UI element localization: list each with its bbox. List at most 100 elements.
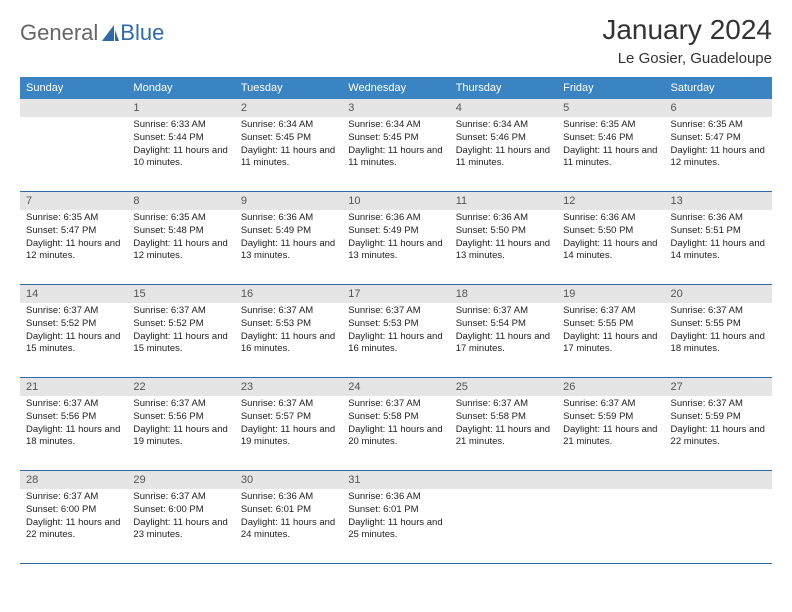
day-number: 14 xyxy=(20,285,127,303)
day-body: Sunrise: 6:37 AMSunset: 5:58 PMDaylight:… xyxy=(450,396,557,470)
day-number: 30 xyxy=(235,471,342,489)
calendar-cell: 11Sunrise: 6:36 AMSunset: 5:50 PMDayligh… xyxy=(450,192,557,285)
calendar-cell: 9 Sunrise: 6:36 AM Sunset: 5:49 PM Daylight… xyxy=(235,192,342,285)
day-body: Sunrise: 6:37 AMSunset: 5:54 PMDaylight:… xyxy=(450,303,557,377)
day-number: 16 xyxy=(235,285,342,303)
day-body: Sunrise: 6:37 AMSunset: 5:58 PMDaylight:… xyxy=(342,396,449,470)
daylight-line: Daylight: 11 hours and 17 minutes. xyxy=(456,331,550,355)
calendar-cell: 16Sunrise: 6:37 AMSunset: 5:53 PMDayligh… xyxy=(235,285,342,378)
sunset-line: Sunset: 5:44 PM xyxy=(133,132,203,143)
logo-sail-icon xyxy=(100,23,120,43)
day-body: Sunrise: 6:35 AMSunset: 5:48 PMDaylight:… xyxy=(127,210,234,284)
daylight-line: Daylight: 11 hours and 17 minutes. xyxy=(563,331,657,355)
sunrise-line: Sunrise: 6:35 AM xyxy=(26,212,98,223)
sunrise-line: Sunrise: 6:34 AM xyxy=(456,119,528,130)
weekday-header: Saturday xyxy=(665,77,772,99)
sunrise-line: Sunrise: 6:34 AM xyxy=(241,119,313,130)
day-number: 21 xyxy=(20,378,127,396)
day-body: Sunrise: 6:36 AMSunset: 5:51 PMDaylight:… xyxy=(665,210,772,284)
day-number: 26 xyxy=(557,378,664,396)
calendar-week-row: 28Sunrise: 6:37 AMSunset: 6:00 PMDayligh… xyxy=(20,471,772,564)
day-number xyxy=(665,471,772,489)
sunrise-line: Sunrise: 6:37 AM xyxy=(348,398,420,409)
sunset-line: Sunset: 5:54 PM xyxy=(456,318,526,329)
daylight-line: Daylight: 11 hours and 14 minutes. xyxy=(563,238,657,262)
daylight-line: Daylight: 11 hours and 22 minutes. xyxy=(671,424,765,448)
calendar-cell: 17Sunrise: 6:37 AMSunset: 5:53 PMDayligh… xyxy=(342,285,449,378)
sunset-line: Sunset: 5:49 PM xyxy=(241,225,311,236)
day-body: Sunrise: 6:36 AMSunset: 5:49 PMDaylight:… xyxy=(342,210,449,284)
day-number: 3 xyxy=(342,99,449,117)
daylight-line: Daylight: 11 hours and 20 minutes. xyxy=(348,424,442,448)
day-number: 9 xyxy=(235,192,342,210)
day-number: 12 xyxy=(557,192,664,210)
calendar-cell: 4Sunrise: 6:34 AMSunset: 5:46 PMDaylight… xyxy=(450,99,557,192)
day-body: Sunrise: 6:37 AMSunset: 5:56 PMDaylight:… xyxy=(127,396,234,470)
calendar-cell: 20Sunrise: 6:37 AMSunset: 5:55 PMDayligh… xyxy=(665,285,772,378)
day-body: Sunrise: 6:33 AMSunset: 5:44 PMDaylight:… xyxy=(127,117,234,191)
day-body: Sunrise: 6:36 AMSunset: 6:01 PMDaylight:… xyxy=(342,489,449,563)
calendar-cell: 23Sunrise: 6:37 AMSunset: 5:57 PMDayligh… xyxy=(235,378,342,471)
day-number xyxy=(450,471,557,489)
calendar-cell: 13Sunrise: 6:36 AMSunset: 5:51 PMDayligh… xyxy=(665,192,772,285)
sunrise-line: Sunrise: 6:33 AM xyxy=(133,119,205,130)
calendar-cell: 8Sunrise: 6:35 AMSunset: 5:48 PMDaylight… xyxy=(127,192,234,285)
sunrise-line: Sunrise: 6:36 AM xyxy=(241,212,313,223)
sunset-line: Sunset: 5:50 PM xyxy=(456,225,526,236)
day-number: 29 xyxy=(127,471,234,489)
day-number: 25 xyxy=(450,378,557,396)
day-number xyxy=(20,99,127,117)
weekday-header: Monday xyxy=(127,77,234,99)
day-number: 24 xyxy=(342,378,449,396)
sunset-line: Sunset: 5:55 PM xyxy=(563,318,633,329)
day-body: Sunrise: 6:37 AMSunset: 5:59 PMDaylight:… xyxy=(665,396,772,470)
day-body: Sunrise: 6:34 AMSunset: 5:46 PMDaylight:… xyxy=(450,117,557,191)
sunset-line: Sunset: 5:59 PM xyxy=(671,411,741,422)
day-number: 11 xyxy=(450,192,557,210)
weekday-header: Wednesday xyxy=(342,77,449,99)
daylight-line: Daylight: 11 hours and 15 minutes. xyxy=(26,331,120,355)
day-number: 19 xyxy=(557,285,664,303)
sunrise-line: Sunrise: 6:37 AM xyxy=(348,305,420,316)
calendar-cell-empty xyxy=(450,471,557,564)
weekday-header: Friday xyxy=(557,77,664,99)
sunset-line: Sunset: 5:47 PM xyxy=(26,225,96,236)
day-body: Sunrise: 6:37 AMSunset: 5:56 PMDaylight:… xyxy=(20,396,127,470)
day-body: Sunrise: 6:37 AMSunset: 5:59 PMDaylight:… xyxy=(557,396,664,470)
calendar-cell: 5Sunrise: 6:35 AMSunset: 5:46 PMDaylight… xyxy=(557,99,664,192)
calendar-cell: 30Sunrise: 6:36 AMSunset: 6:01 PMDayligh… xyxy=(235,471,342,564)
sunset-line: Sunset: 5:52 PM xyxy=(26,318,96,329)
daylight-line: Daylight: 11 hours and 15 minutes. xyxy=(133,331,227,355)
day-number: 22 xyxy=(127,378,234,396)
page-header: General Blue January 2024 Le Gosier, Gua… xyxy=(20,14,772,67)
day-body: Sunrise: 6:36 AMSunset: 5:50 PMDaylight:… xyxy=(557,210,664,284)
calendar-cell: 22Sunrise: 6:37 AMSunset: 5:56 PMDayligh… xyxy=(127,378,234,471)
day-body: Sunrise: 6:37 AMSunset: 5:52 PMDaylight:… xyxy=(127,303,234,377)
sunrise-line: Sunrise: 6:37 AM xyxy=(133,305,205,316)
calendar-cell: 10Sunrise: 6:36 AMSunset: 5:49 PMDayligh… xyxy=(342,192,449,285)
sunset-line: Sunset: 5:56 PM xyxy=(26,411,96,422)
sunrise-line: Sunrise: 6:37 AM xyxy=(241,305,313,316)
calendar-cell: 1Sunrise: 6:33 AMSunset: 5:44 PMDaylight… xyxy=(127,99,234,192)
calendar-cell: 7Sunrise: 6:35 AMSunset: 5:47 PMDaylight… xyxy=(20,192,127,285)
day-body-empty xyxy=(450,489,557,563)
day-number: 5 xyxy=(557,99,664,117)
daylight-line: Daylight: 11 hours and 11 minutes. xyxy=(563,145,657,169)
daylight-line: Daylight: 11 hours and 12 minutes. xyxy=(26,238,120,262)
calendar-cell-empty xyxy=(665,471,772,564)
daylight-line: Daylight: 11 hours and 25 minutes. xyxy=(348,517,442,541)
daylight-line: Daylight: 11 hours and 13 minutes. xyxy=(348,238,442,262)
day-body: Sunrise: 6:35 AMSunset: 5:46 PMDaylight:… xyxy=(557,117,664,191)
day-number: 15 xyxy=(127,285,234,303)
sunset-line: Sunset: 6:01 PM xyxy=(348,504,418,515)
calendar-cell: 12Sunrise: 6:36 AMSunset: 5:50 PMDayligh… xyxy=(557,192,664,285)
daylight-line: Daylight: 11 hours and 13 minutes. xyxy=(456,238,550,262)
daylight-line: Daylight: 11 hours and 22 minutes. xyxy=(26,517,120,541)
day-body: Sunrise: 6:37 AMSunset: 5:55 PMDaylight:… xyxy=(557,303,664,377)
sunset-line: Sunset: 5:48 PM xyxy=(133,225,203,236)
sunset-line: Sunset: 5:50 PM xyxy=(563,225,633,236)
day-number: 8 xyxy=(127,192,234,210)
day-number: 18 xyxy=(450,285,557,303)
daylight-line: Daylight: 11 hours and 13 minutes. xyxy=(241,238,335,262)
day-number: 6 xyxy=(665,99,772,117)
